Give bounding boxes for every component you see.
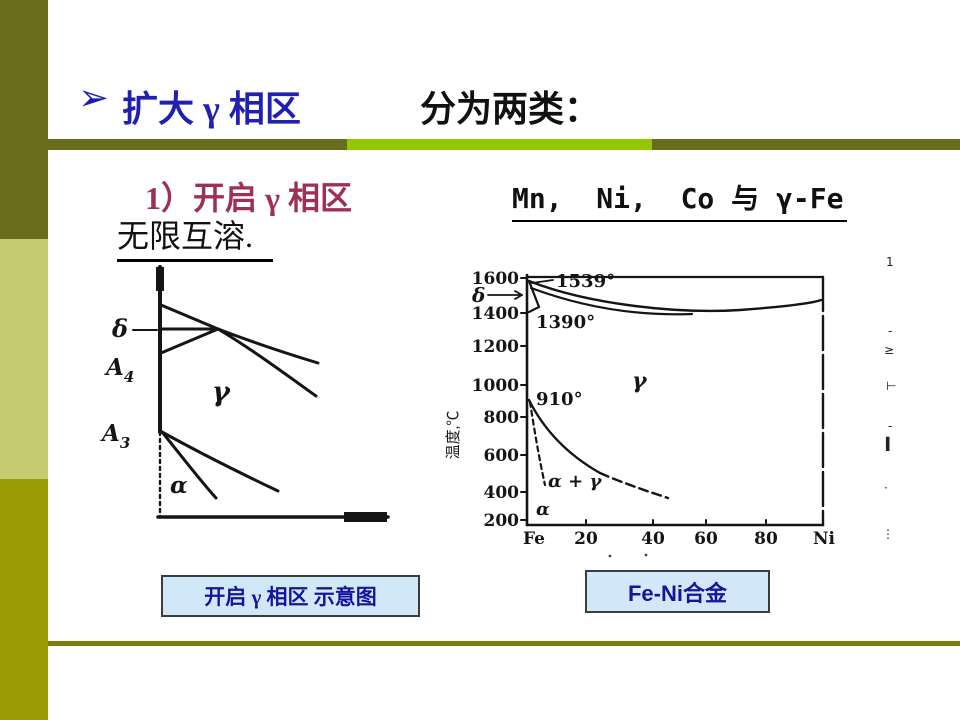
sidebar-bottom-block	[0, 479, 48, 720]
feni-y-axis-title: 温度,℃	[445, 411, 462, 460]
arrow-bullet-icon: ➢	[78, 78, 110, 119]
bottom-rule	[48, 641, 960, 646]
feni-y-ticks	[520, 277, 528, 521]
sidebar-middle-block	[0, 239, 48, 479]
y-tick-800: 800	[484, 408, 520, 428]
open-gamma-schematic: δ A4 A3 γ α	[100, 265, 390, 522]
y-tick-400: 400	[484, 483, 520, 503]
schematic-caption-box: 开启 γ 相区 示意图	[161, 575, 420, 617]
edge-fragment: -	[888, 419, 893, 433]
a4-temp-label: 1390°	[536, 312, 595, 333]
y-tick-1000: 1000	[472, 376, 519, 396]
scan-dot	[608, 554, 612, 558]
alloy-elements-text: Mn, Ni, Co 与 γ-Fe	[512, 177, 848, 222]
x-tick-ni: Ni	[813, 529, 836, 549]
feni-gamma-label: γ	[632, 368, 648, 394]
feni-phase-diagram: 1600 1400 1200 1000 800 600 400 200 Fe 2…	[445, 269, 836, 558]
edge-fragment: ▍	[886, 437, 896, 451]
feni-alpha-gamma-label: α + γ	[548, 471, 602, 492]
a3-temp-label: 910°	[536, 389, 583, 410]
delta-label: δ	[111, 314, 128, 343]
title-rule-left-segment	[48, 139, 347, 150]
x-tick-80: 80	[754, 529, 778, 549]
melting-point-label: 1539°	[556, 271, 615, 292]
edge-fragment: ≥	[884, 343, 895, 357]
scan-dot	[644, 553, 648, 557]
feni-delta-label: δ	[471, 283, 485, 307]
x-tick-60: 60	[694, 529, 718, 549]
edge-fragment: ⋮	[882, 527, 894, 541]
edge-fragment: 1	[886, 255, 894, 269]
page-title-highlight: 扩大 γ 相区	[122, 89, 301, 129]
schematic-x-axis-arrow	[344, 512, 387, 522]
x-tick-40: 40	[641, 529, 665, 549]
feni-caption-text: Fe-Ni合金	[627, 580, 727, 606]
edge-fragment: ·	[884, 481, 888, 495]
schematic-caption-text: 开启 γ 相区 示意图	[204, 585, 377, 609]
y-tick-1400: 1400	[472, 304, 519, 324]
title-rule-green-segment	[347, 139, 652, 150]
section-heading: 1）开启 γ 相区	[145, 180, 352, 216]
alpha-region-label: α	[170, 472, 188, 499]
y-tick-200: 200	[484, 511, 520, 531]
page-title-suffix: 分为两类：	[420, 89, 601, 129]
edge-fragment: ⊢	[886, 379, 897, 393]
feni-caption-box: Fe-Ni合金	[585, 570, 770, 613]
a3-label: A3	[100, 420, 130, 452]
feni-alpha-label: α	[536, 499, 550, 520]
y-tick-1200: 1200	[472, 337, 519, 357]
feni-x-ticks	[585, 519, 767, 526]
a4-label: A4	[104, 354, 134, 386]
edge-fragment: -	[888, 324, 893, 338]
mutual-solubility-text: 无限互溶.	[117, 211, 274, 262]
y-tick-600: 600	[484, 446, 520, 466]
x-tick-20: 20	[574, 529, 598, 549]
schematic-axis-top-mark	[156, 267, 164, 291]
sidebar-top-block	[0, 0, 48, 239]
title-rule-right-segment	[652, 139, 960, 150]
x-tick-fe: Fe	[523, 529, 545, 549]
y-tick-1600: 1600	[472, 269, 519, 289]
gamma-region-label: γ	[212, 377, 231, 408]
schematic-lines	[132, 265, 390, 522]
feni-frame	[487, 273, 825, 558]
